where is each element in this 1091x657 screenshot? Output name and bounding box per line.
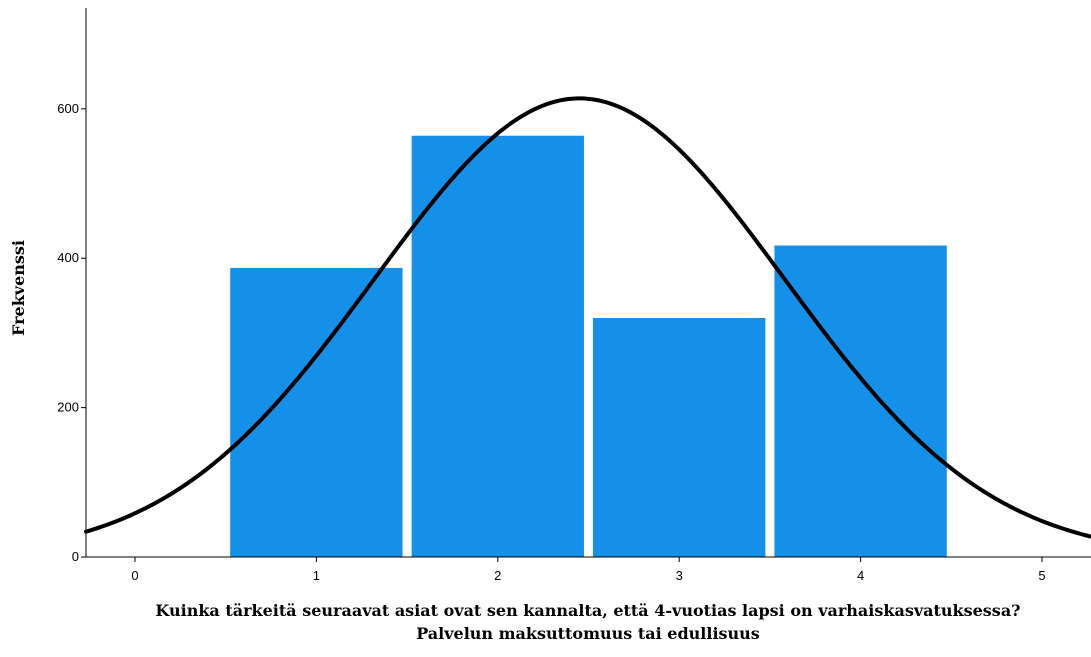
bar-2 — [411, 135, 584, 558]
x-tick-label-5: 5 — [1038, 568, 1045, 583]
x-tick-labels: 0 1 2 3 4 5 — [131, 568, 1045, 583]
y-tick-labels: 0 200 400 600 — [57, 101, 79, 564]
curve-layer — [84, 96, 1091, 539]
y-axis-title: Frekvenssi — [9, 240, 28, 336]
x-tick-label-2: 2 — [494, 568, 501, 583]
bars-layer — [230, 135, 947, 558]
bar-1 — [230, 267, 403, 557]
x-tick-label-3: 3 — [676, 568, 683, 583]
bar-4 — [774, 245, 947, 557]
y-tick-label-200: 200 — [57, 400, 79, 415]
x-tick-label-4: 4 — [857, 568, 864, 583]
y-tick-label-0: 0 — [72, 549, 79, 564]
x-axis-title-line2: Palvelun maksuttomuus tai edullisuus — [416, 624, 760, 643]
axes-layer — [81, 8, 1091, 562]
x-axis-title-line1: Kuinka tärkeitä seuraavat asiat ovat sen… — [155, 601, 1020, 620]
x-tick-label-0: 0 — [131, 568, 138, 583]
bar-3 — [593, 317, 766, 557]
x-tick-label-1: 1 — [313, 568, 320, 583]
normal-curve — [84, 96, 1091, 539]
y-tick-label-600: 600 — [57, 101, 79, 116]
y-tick-label-400: 400 — [57, 250, 79, 265]
